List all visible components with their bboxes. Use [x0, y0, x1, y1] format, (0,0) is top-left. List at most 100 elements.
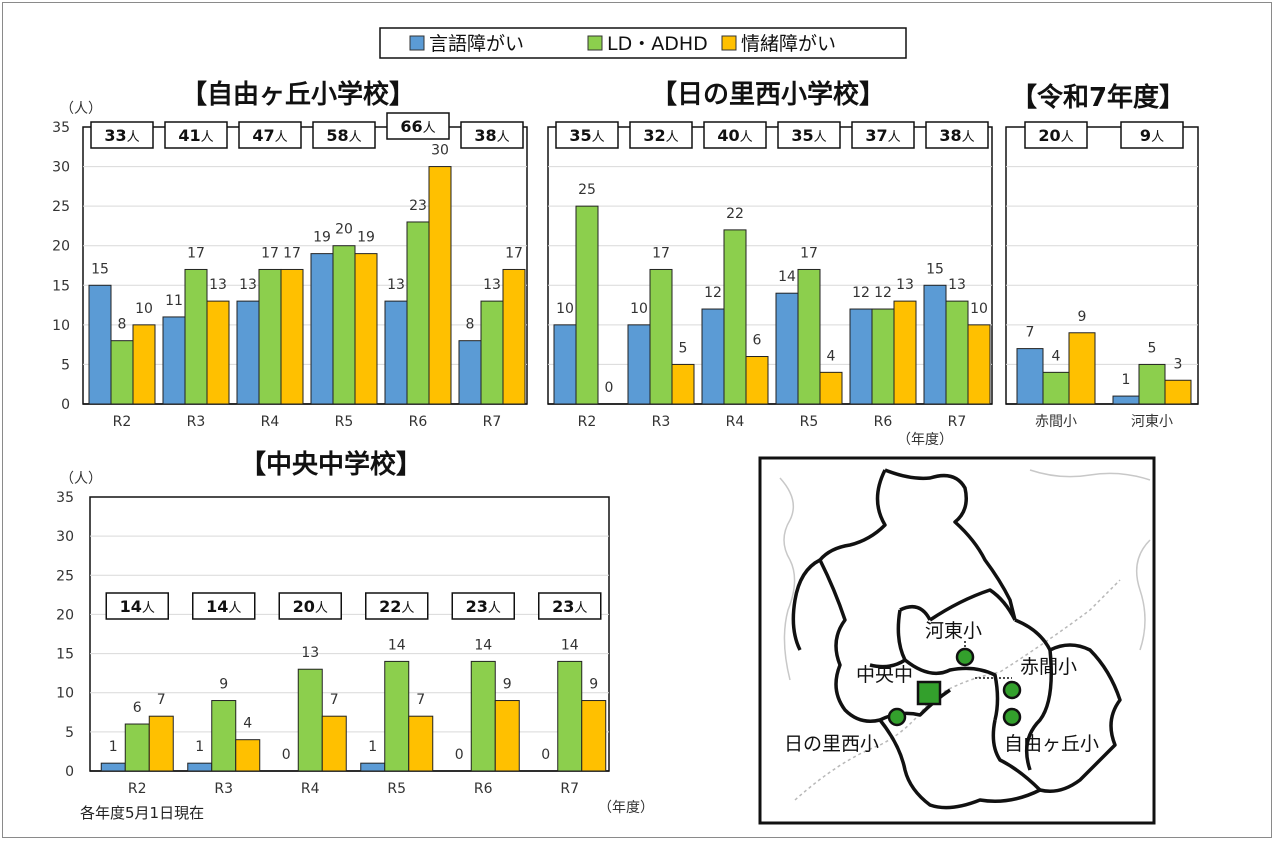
- data-label: 9: [1078, 309, 1087, 325]
- data-label: 15: [91, 261, 109, 277]
- data-label: 14: [778, 269, 796, 285]
- data-label: 12: [874, 285, 892, 301]
- total-number: 58: [326, 126, 348, 145]
- y-tick-label: 15: [52, 278, 70, 294]
- category-label: R7: [560, 781, 579, 797]
- total-box: [538, 592, 602, 620]
- total-suffix: 人: [814, 130, 827, 145]
- total-number: 38: [474, 126, 496, 145]
- bar: [945, 300, 969, 405]
- category-label: 赤間小: [1035, 414, 1077, 430]
- data-label: 14: [388, 637, 406, 653]
- total-suffix: 人: [228, 601, 241, 616]
- bar: [480, 300, 504, 405]
- total-number: 35: [569, 126, 591, 145]
- y-tick-label: 25: [52, 199, 70, 215]
- bar: [553, 324, 577, 405]
- total-box: [451, 592, 515, 620]
- total-label: 66人: [400, 117, 435, 136]
- data-label: 17: [261, 245, 279, 261]
- data-label: 0: [541, 747, 550, 763]
- total-label: 14人: [206, 597, 241, 616]
- bar: [110, 340, 134, 405]
- total-box: [1120, 121, 1184, 149]
- total-suffix: 人: [488, 601, 501, 616]
- data-label: 15: [926, 261, 944, 277]
- y-unit-top: （人）: [60, 101, 102, 117]
- total-box: [629, 121, 693, 149]
- category-label: R5: [800, 414, 819, 430]
- data-label: 1: [368, 739, 377, 755]
- legend: 言語障がい LD・ADHD 情緒障がい: [379, 27, 907, 59]
- total-box: [278, 592, 342, 620]
- data-label: 9: [503, 677, 512, 693]
- bar: [124, 723, 150, 772]
- data-label: 13: [896, 277, 914, 293]
- y-tick-label: 5: [65, 725, 74, 741]
- total-box: [555, 121, 619, 149]
- bar: [354, 253, 378, 405]
- data-label: 14: [561, 637, 579, 653]
- school-marker-jiyugaoka: [1002, 707, 1022, 727]
- total-box: [1024, 121, 1088, 149]
- data-label: 22: [726, 206, 744, 222]
- bar: [211, 700, 237, 772]
- legend-label-emotional: 情緒障がい: [741, 33, 836, 55]
- category-label: R6: [474, 781, 493, 797]
- total-suffix: 人: [740, 130, 753, 145]
- total-box: [386, 112, 450, 140]
- category-label: R3: [187, 414, 206, 430]
- data-label: 13: [483, 277, 501, 293]
- y-tick-label: 15: [56, 647, 74, 663]
- total-label: 32人: [643, 126, 678, 145]
- total-label: 38人: [474, 126, 509, 145]
- category-label: R7: [483, 414, 502, 430]
- bar: [148, 715, 174, 772]
- data-label: 9: [589, 677, 598, 693]
- data-label: 10: [135, 301, 153, 317]
- total-label: 9人: [1140, 126, 1164, 145]
- total-number: 33: [104, 126, 126, 145]
- title-jiyugaoka: 【自由ヶ丘小学校】: [181, 79, 415, 110]
- map-leaders: [964, 640, 1012, 679]
- data-label: 6: [133, 700, 142, 716]
- bar: [258, 268, 282, 405]
- y-tick-label: 0: [61, 397, 70, 413]
- total-label: 20人: [293, 597, 328, 616]
- data-label: 19: [357, 230, 375, 246]
- legend-swatch-ldadhd: [587, 35, 603, 51]
- total-box: [365, 592, 429, 620]
- data-label: 8: [466, 317, 475, 333]
- bar: [627, 324, 651, 405]
- bar: [332, 245, 356, 405]
- category-label: R4: [726, 414, 745, 430]
- data-label: 0: [605, 380, 614, 396]
- legend-label-ldadhd: LD・ADHD: [607, 33, 708, 55]
- data-label: 7: [330, 692, 339, 708]
- map-label-jiyugaoka: 自由ヶ丘小: [1004, 733, 1099, 755]
- y-tick-label: 35: [52, 120, 70, 136]
- bar: [280, 268, 304, 405]
- data-label: 14: [474, 637, 492, 653]
- school-marker-akama: [1002, 680, 1022, 700]
- bar: [797, 268, 821, 405]
- bar: [581, 700, 607, 772]
- map-label-chuo: 中央中: [856, 664, 913, 686]
- bar: [1138, 363, 1166, 405]
- y-tick-label: 35: [56, 490, 74, 506]
- total-suffix: 人: [1151, 130, 1164, 145]
- data-label: 23: [409, 198, 427, 214]
- data-label: 11: [165, 293, 183, 309]
- data-label: 20: [335, 222, 353, 238]
- data-label: 12: [704, 285, 722, 301]
- data-label: 17: [800, 245, 818, 261]
- total-number: 47: [252, 126, 274, 145]
- y-tick-label: 0: [65, 764, 74, 780]
- total-label: 33人: [104, 126, 139, 145]
- data-label: 30: [431, 143, 449, 159]
- category-label: R6: [874, 414, 893, 430]
- category-label: R3: [652, 414, 671, 430]
- data-label: 13: [209, 277, 227, 293]
- data-label: 10: [970, 301, 988, 317]
